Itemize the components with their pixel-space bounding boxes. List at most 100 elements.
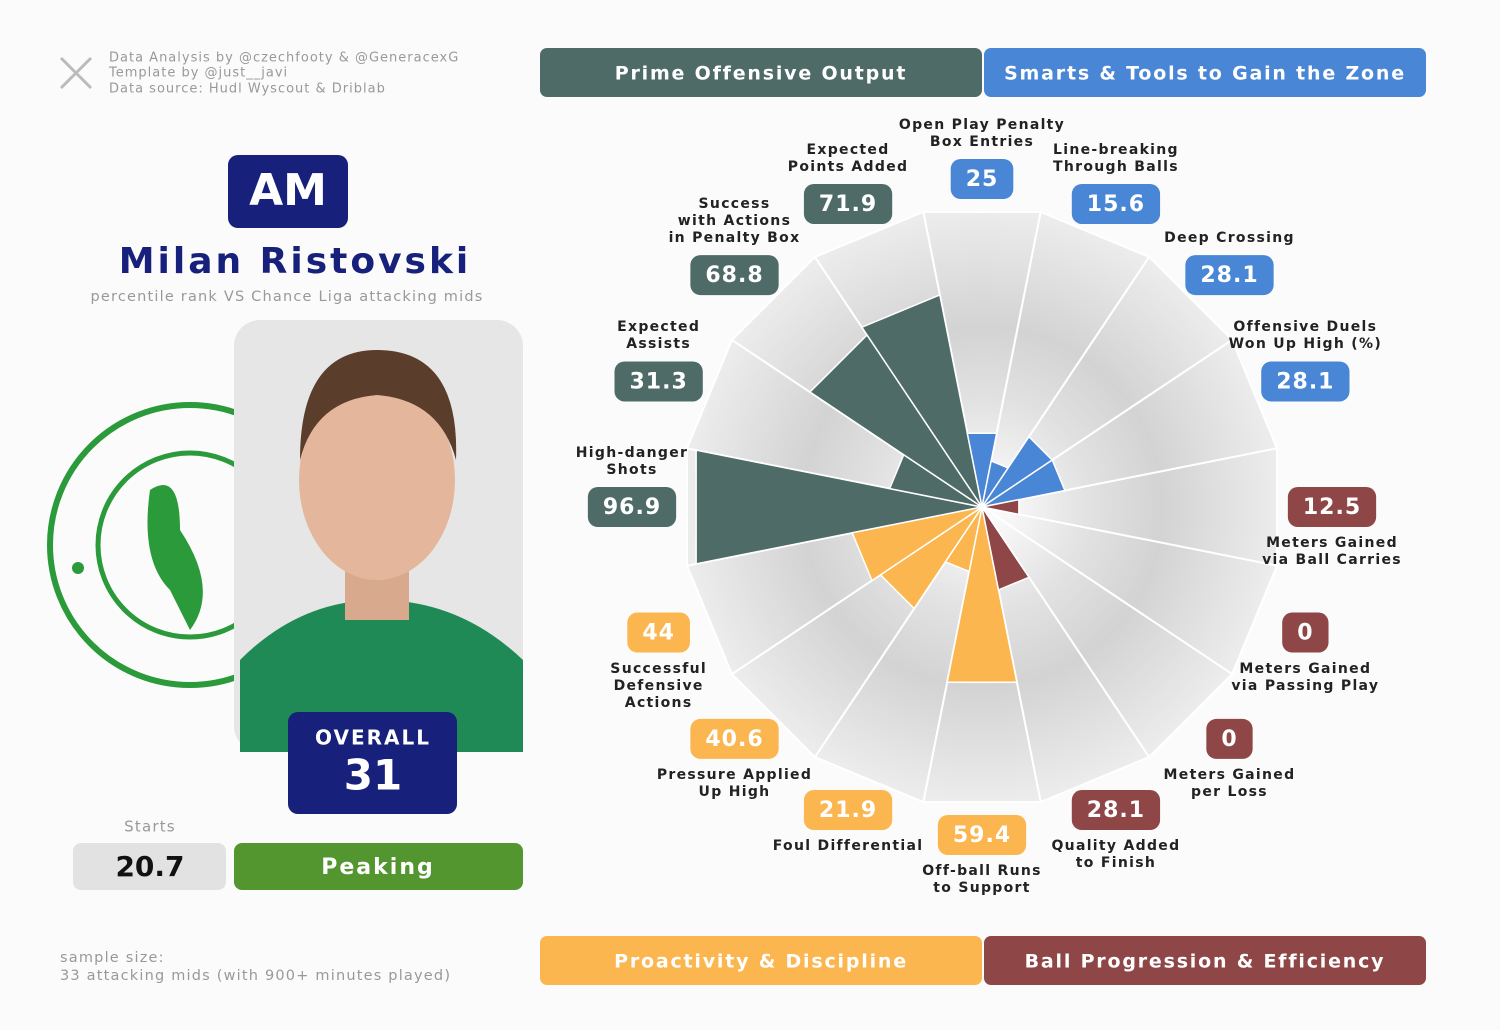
slice — [981, 506, 1031, 591]
category-label: Meters Gained via Ball Carries — [1262, 535, 1402, 568]
slice — [981, 498, 1020, 516]
value-badge: 0 — [1206, 718, 1253, 759]
slice — [851, 506, 983, 582]
badge-box — [587, 487, 677, 527]
value-badge: 0 — [1282, 612, 1329, 653]
badge-box — [627, 612, 690, 653]
value-badge: 40.6 — [690, 718, 779, 759]
value-badge: 12.5 — [1287, 487, 1377, 527]
value-badge: 21.9 — [803, 790, 893, 831]
overall-box — [288, 712, 457, 814]
value-badge: 28.1 — [1071, 790, 1161, 831]
legend-banner — [984, 936, 1426, 985]
category-label: Success with Actions in Penalty Box — [668, 196, 801, 247]
category-label: Deep Crossing — [1164, 230, 1295, 247]
overall-label: OVERALL — [315, 726, 431, 750]
starts-label: Starts — [124, 818, 176, 836]
value-badge: 28.1 — [1185, 255, 1274, 296]
value-label: 12.5 — [1303, 495, 1361, 520]
badge-box — [690, 718, 779, 759]
slice — [981, 458, 1066, 508]
polar-chart — [685, 210, 1279, 804]
category-label: Quality Added to Finish — [1051, 838, 1181, 872]
value-badge: 15.6 — [1071, 183, 1161, 224]
value-label: 28.1 — [1200, 263, 1258, 288]
value-badge: 25 — [950, 159, 1014, 199]
x-logo — [59, 56, 93, 90]
badge-box — [614, 361, 703, 402]
legend-banner — [540, 48, 982, 97]
category-label: Line-breaking Through Balls — [1053, 141, 1179, 175]
category-label: Off-ball Runs to Support — [922, 863, 1042, 896]
value-label: 0 — [1221, 727, 1237, 752]
category-label: Meters Gained via Passing Play — [1231, 660, 1380, 694]
category-label: Expected Assists — [617, 319, 701, 353]
badge-box — [1261, 361, 1350, 402]
status-box — [234, 843, 523, 890]
badge-box — [937, 815, 1027, 855]
value-badge: 59.4 — [937, 815, 1027, 855]
subtitle: percentile rank VS Chance Liga attacking… — [90, 289, 483, 305]
category-label: Open Play Penalty Box Entries — [898, 117, 1066, 150]
value-badge: 68.8 — [690, 255, 779, 296]
status: Peaking — [321, 855, 434, 880]
value-label: 96.9 — [603, 495, 661, 520]
slice — [860, 293, 983, 508]
category-label: Offensive Duels Won Up High (%) — [1228, 319, 1383, 353]
value-label: 28.1 — [1087, 798, 1145, 823]
credit: Data Analysis by @czechfooty & @Generace… — [109, 51, 459, 66]
value-label: 25 — [966, 167, 999, 192]
footnote: sample size: — [60, 950, 165, 966]
legend-label: Ball Progression & Efficiency — [1025, 951, 1386, 973]
starts-box — [73, 843, 226, 890]
value-label: 71.9 — [819, 192, 877, 217]
badge-box — [1287, 487, 1377, 527]
starts-value: 20.7 — [115, 850, 184, 883]
badge-box — [1185, 255, 1274, 296]
player-name: Milan Ristovski — [119, 241, 472, 282]
legend-banner — [540, 936, 982, 985]
slice — [695, 449, 983, 565]
value-label: 40.6 — [705, 727, 763, 752]
overall-value: 31 — [344, 751, 402, 800]
badge-box — [1071, 790, 1161, 831]
value-label: 59.4 — [953, 823, 1011, 848]
badge-box — [1282, 612, 1329, 653]
value-badge: 71.9 — [803, 183, 893, 224]
footnote: 33 attacking mids (with 900+ minutes pla… — [60, 968, 451, 984]
category-label: Foul Differential — [772, 838, 924, 855]
value-badge: 44 — [627, 612, 690, 653]
position-badge — [228, 155, 348, 228]
value-label: 28.1 — [1276, 369, 1334, 394]
legend-label: Proactivity & Discipline — [614, 951, 908, 973]
legend-label: Prime Offensive Output — [615, 63, 907, 85]
value-label: 21.9 — [819, 798, 877, 823]
badge-box — [803, 183, 893, 224]
category-label: High-danger Shots — [575, 445, 689, 478]
badge-box — [803, 790, 893, 831]
value-badge: 31.3 — [614, 361, 703, 402]
position: AM — [249, 165, 327, 216]
slice — [946, 506, 1018, 683]
value-label: 44 — [642, 621, 675, 646]
credit: Data source: Hudl Wyscout & Driblab — [109, 82, 386, 97]
value-label: 68.8 — [705, 263, 763, 288]
value-badge: 28.1 — [1261, 361, 1350, 402]
category-label: Meters Gained per Loss — [1163, 766, 1296, 800]
category-label: Successful Defensive Actions — [610, 660, 707, 711]
credit: Template by @just__javi — [108, 66, 288, 81]
legend-banner — [984, 48, 1426, 97]
value-label: 31.3 — [630, 369, 688, 394]
badge-box — [690, 255, 779, 296]
badge-box — [1071, 183, 1161, 224]
value-label: 0 — [1297, 621, 1313, 646]
category-label: Expected Points Added — [787, 141, 909, 175]
category-label: Pressure Applied Up High — [656, 766, 813, 800]
badge-box — [1206, 718, 1253, 759]
legend-label: Smarts & Tools to Gain the Zone — [1004, 63, 1406, 85]
value-badge: 96.9 — [587, 487, 677, 527]
value-label: 15.6 — [1087, 192, 1145, 217]
badge-box — [950, 159, 1014, 199]
